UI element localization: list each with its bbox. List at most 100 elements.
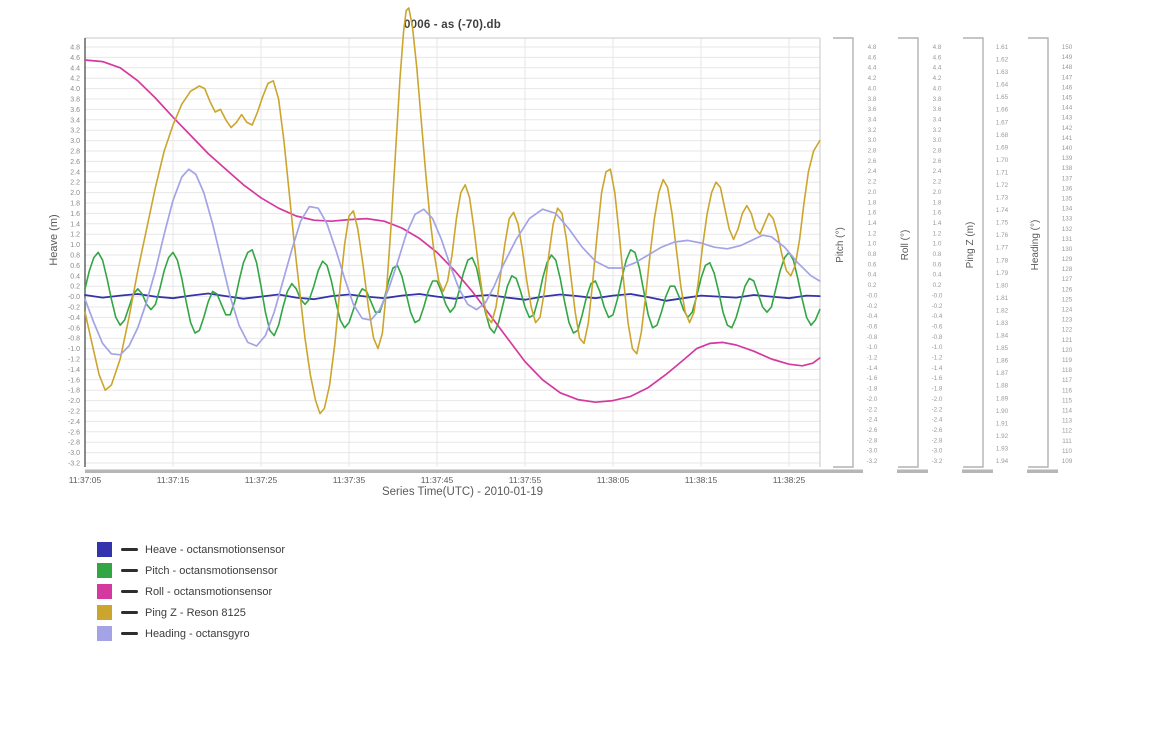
svg-text:120: 120 xyxy=(1062,347,1073,354)
y-axis-tick-labels: 4.8 4.6 4.4 4.2 4.0 3.8 3.6 3.4 3.2 3.0 2.8 2.6 2.4 2… xyxy=(68,45,80,468)
svg-text:2.6: 2.6 xyxy=(70,159,80,166)
svg-text:1.63: 1.63 xyxy=(996,69,1009,76)
svg-text:1.76: 1.76 xyxy=(996,232,1009,239)
svg-text:1.6: 1.6 xyxy=(70,211,80,218)
svg-text:-0.8: -0.8 xyxy=(932,334,943,341)
svg-text:-0.8: -0.8 xyxy=(68,336,80,343)
svg-text:3.4: 3.4 xyxy=(933,116,942,123)
legend-item-heave[interactable]: Heave - octansmotionsensor xyxy=(97,539,285,560)
axis-strip-label-pitch: Pitch (°) xyxy=(835,227,846,263)
svg-text:1.74: 1.74 xyxy=(996,207,1009,214)
svg-text:-1.0: -1.0 xyxy=(68,346,80,353)
svg-text:127: 127 xyxy=(1062,276,1073,283)
svg-text:3.6: 3.6 xyxy=(868,106,877,113)
legend-line-sample-icon xyxy=(121,610,138,615)
svg-text:1.4: 1.4 xyxy=(933,220,942,227)
svg-text:132: 132 xyxy=(1062,226,1073,233)
svg-text:126: 126 xyxy=(1062,286,1073,293)
legend-label: Heave - octansmotionsensor xyxy=(145,543,286,556)
svg-text:112: 112 xyxy=(1062,428,1073,435)
svg-text:0.8: 0.8 xyxy=(70,253,80,260)
svg-text:0.8: 0.8 xyxy=(933,251,942,258)
svg-text:-1.2: -1.2 xyxy=(932,355,943,362)
svg-text:4.2: 4.2 xyxy=(868,75,877,82)
svg-text:2.4: 2.4 xyxy=(933,168,942,175)
svg-text:2.4: 2.4 xyxy=(868,168,877,175)
axis-strip-heading: 150 149 148 147 146 145 144 143 142 141 140 139 138 1… xyxy=(1027,37,1073,473)
svg-text:118: 118 xyxy=(1062,367,1073,374)
svg-text:1.87: 1.87 xyxy=(996,370,1009,377)
legend-item-pitch[interactable]: Pitch - octansmotionsensor xyxy=(97,560,285,581)
axis-strip-pitch: 4.8 4.6 4.4 4.2 4.0 3.8 3.6 3.4 3.2 3.0 2.8 2.6 2.4 2… xyxy=(832,37,878,473)
svg-text:4.0: 4.0 xyxy=(868,85,877,92)
svg-text:0.8: 0.8 xyxy=(868,251,877,258)
svg-text:3.4: 3.4 xyxy=(70,117,80,124)
svg-text:-1.4: -1.4 xyxy=(867,365,878,372)
svg-text:-3.2: -3.2 xyxy=(68,461,80,468)
svg-text:1.8: 1.8 xyxy=(868,199,877,206)
legend-swatch-heave xyxy=(97,542,112,557)
svg-text:-0.6: -0.6 xyxy=(932,323,943,330)
svg-text:3.2: 3.2 xyxy=(70,128,80,135)
axis-strip-roll: 4.8 4.6 4.4 4.2 4.0 3.8 3.6 3.4 3.2 3.0 2.8 2.6 2.4 2… xyxy=(897,37,943,473)
svg-text:1.71: 1.71 xyxy=(996,169,1009,176)
svg-text:1.82: 1.82 xyxy=(996,307,1009,314)
svg-text:3.2: 3.2 xyxy=(933,127,942,134)
svg-text:1.4: 1.4 xyxy=(70,221,80,228)
svg-text:4.2: 4.2 xyxy=(933,75,942,82)
svg-text:0.4: 0.4 xyxy=(70,273,80,280)
svg-text:-1.0: -1.0 xyxy=(867,344,878,351)
svg-text:137: 137 xyxy=(1062,175,1073,182)
svg-text:2.2: 2.2 xyxy=(70,180,80,187)
svg-text:1.67: 1.67 xyxy=(996,119,1009,126)
legend: Heave - octansmotionsensor Pitch - octans… xyxy=(97,539,285,644)
svg-text:1.84: 1.84 xyxy=(996,333,1009,340)
y-axis-label: Heave (m) xyxy=(48,214,60,265)
svg-text:-1.0: -1.0 xyxy=(932,344,943,351)
svg-text:2.6: 2.6 xyxy=(868,158,877,165)
svg-text:1.83: 1.83 xyxy=(996,320,1009,327)
svg-text:-1.8: -1.8 xyxy=(867,386,878,393)
svg-text:113: 113 xyxy=(1062,418,1073,425)
legend-swatch-pingz xyxy=(97,605,112,620)
svg-text:3.8: 3.8 xyxy=(868,96,877,103)
svg-text:4.2: 4.2 xyxy=(70,76,80,83)
svg-text:0.6: 0.6 xyxy=(868,261,877,268)
svg-text:143: 143 xyxy=(1062,115,1073,122)
svg-text:1.62: 1.62 xyxy=(996,57,1009,64)
svg-text:1.2: 1.2 xyxy=(868,230,877,237)
chart-title: 0006 - as (-70).db xyxy=(404,19,501,31)
svg-text:141: 141 xyxy=(1062,135,1073,142)
svg-text:-2.6: -2.6 xyxy=(932,427,943,434)
svg-text:-1.4: -1.4 xyxy=(932,365,943,372)
svg-text:1.66: 1.66 xyxy=(996,107,1009,114)
svg-text:-1.2: -1.2 xyxy=(68,357,80,364)
x-axis-tick-labels: 11:37:05 11:37:15 11:37:25 11:37:35 11:37:45… xyxy=(69,475,806,485)
svg-text:2.8: 2.8 xyxy=(868,148,877,155)
svg-text:-0.4: -0.4 xyxy=(932,313,943,320)
plot-canvas[interactable]: 4.8 4.6 4.4 4.2 4.0 3.8 3.6 3.4 3.2 3.0 2.8 2.6 2.4 2… xyxy=(0,0,1157,530)
axis-strip-label-pingz: Ping Z (m) xyxy=(965,222,976,269)
svg-text:119: 119 xyxy=(1062,357,1073,364)
legend-item-heading[interactable]: Heading - octansgyro xyxy=(97,623,285,644)
svg-text:1.0: 1.0 xyxy=(933,241,942,248)
svg-text:3.0: 3.0 xyxy=(933,137,942,144)
legend-item-roll[interactable]: Roll - octansmotionsensor xyxy=(97,581,285,602)
svg-text:1.81: 1.81 xyxy=(996,295,1009,302)
svg-text:2.4: 2.4 xyxy=(70,169,80,176)
svg-text:1.0: 1.0 xyxy=(868,241,877,248)
legend-label: Pitch - octansmotionsensor xyxy=(145,564,278,577)
svg-text:133: 133 xyxy=(1062,216,1073,223)
svg-text:1.70: 1.70 xyxy=(996,157,1009,164)
svg-text:122: 122 xyxy=(1062,327,1073,334)
legend-item-pingz[interactable]: Ping Z - Reson 8125 xyxy=(97,602,285,623)
svg-text:124: 124 xyxy=(1062,307,1073,314)
svg-text:0.2: 0.2 xyxy=(70,284,80,291)
svg-text:-0.2: -0.2 xyxy=(68,305,80,312)
svg-text:139: 139 xyxy=(1062,155,1073,162)
svg-text:1.90: 1.90 xyxy=(996,408,1009,415)
svg-text:-1.8: -1.8 xyxy=(932,386,943,393)
svg-text:1.85: 1.85 xyxy=(996,345,1009,352)
legend-line-sample-icon xyxy=(121,547,138,552)
svg-text:144: 144 xyxy=(1062,105,1073,112)
